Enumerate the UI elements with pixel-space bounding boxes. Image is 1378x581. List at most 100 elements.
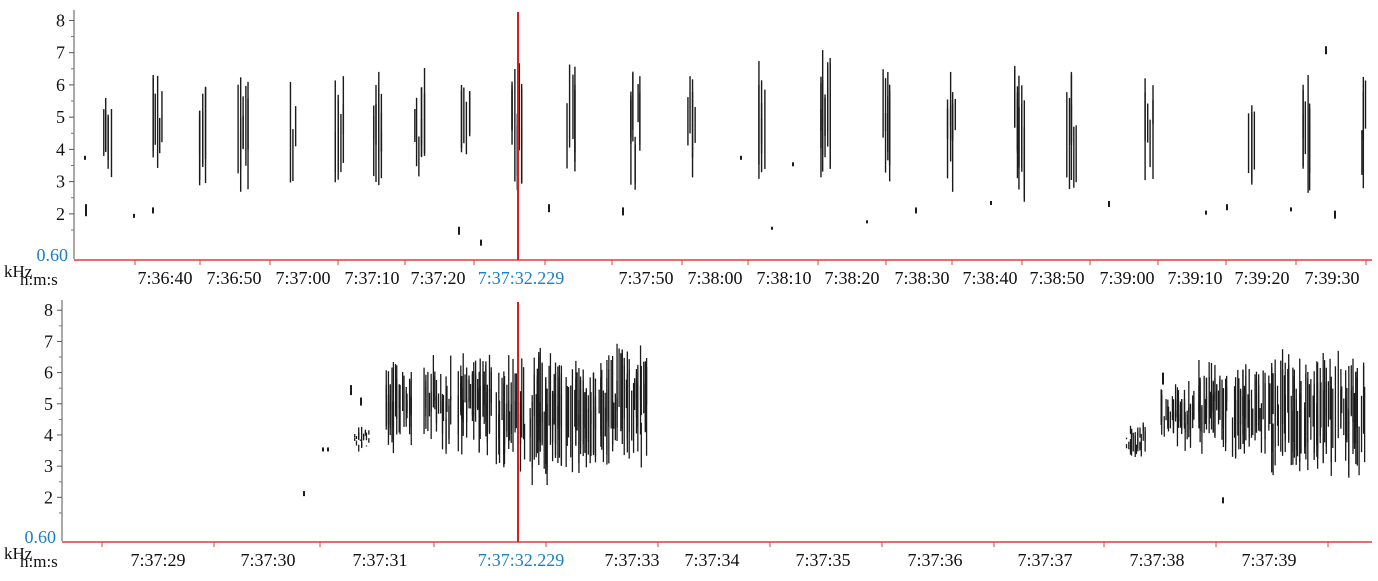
x-tick-label: 7:38:30 bbox=[894, 268, 949, 288]
y-tick-label: 5 bbox=[56, 107, 65, 127]
x-tick-label: 7:38:20 bbox=[824, 268, 879, 288]
x-tick-label: 7:37:37 bbox=[1017, 550, 1072, 570]
x-tick-label: 7:37:50 bbox=[618, 268, 673, 288]
x-tick-label: 7:39:20 bbox=[1234, 268, 1289, 288]
y-tick-label: 8 bbox=[56, 10, 65, 30]
x-tick-label: 7:39:30 bbox=[1304, 268, 1359, 288]
noise-speck bbox=[1290, 207, 1292, 212]
cursor-time-label: 7:37:32.229 bbox=[478, 268, 565, 288]
call-burst bbox=[373, 71, 383, 186]
y-tick-label: 2 bbox=[44, 487, 53, 507]
noise-speck bbox=[350, 385, 352, 396]
y-tick-label: 4 bbox=[44, 425, 53, 445]
noise-speck bbox=[771, 226, 773, 230]
x-tick-label: 7:37:20 bbox=[410, 268, 465, 288]
noise-speck bbox=[360, 397, 362, 406]
freq-unit-label: kHz bbox=[4, 544, 33, 563]
y-tick-label: 5 bbox=[44, 394, 53, 414]
x-tick-label: 7:37:00 bbox=[275, 268, 330, 288]
call-burst bbox=[758, 61, 766, 179]
x-tick-label: 7:37:29 bbox=[130, 550, 185, 570]
call-burst bbox=[152, 74, 163, 168]
y-tick-label: 3 bbox=[56, 172, 65, 192]
x-tick-label: 7:38:10 bbox=[756, 268, 811, 288]
noise-speck bbox=[327, 447, 329, 452]
call-burst bbox=[103, 97, 113, 178]
call-burst bbox=[354, 426, 370, 452]
detail-spectrogram[interactable]: 8 7 6 5 4 3 2 0.60 7:37:29 7:37:30 7:37:31 7:37:32.… bbox=[0, 292, 1378, 581]
call-burst bbox=[598, 343, 648, 468]
y-tick-label: 8 bbox=[44, 300, 53, 320]
call-burst bbox=[414, 67, 426, 177]
overview-spectrogram-panel[interactable]: 8 7 6 5 4 3 2 0.60 7:36:40 7:36:50 7:37:00 7:37:10 7… bbox=[0, 0, 1378, 290]
x-tick-label: 7:37:34 bbox=[684, 550, 739, 570]
call-burst bbox=[820, 50, 831, 178]
y-min-label: 0.60 bbox=[37, 245, 69, 265]
noise-speck bbox=[1226, 204, 1228, 211]
noise-speck bbox=[1222, 497, 1224, 504]
overview-spectrogram[interactable]: 8 7 6 5 4 3 2 0.60 7:36:40 7:36:50 7:37:00 7:37:10 7… bbox=[0, 0, 1378, 290]
call-burst bbox=[1014, 65, 1026, 202]
x-tick-label: 7:36:40 bbox=[137, 268, 192, 288]
call-burst bbox=[1144, 78, 1154, 181]
call-burst bbox=[1304, 352, 1337, 476]
noise-speck bbox=[1162, 372, 1164, 385]
call-burst bbox=[457, 353, 492, 456]
cursor-time-label: 7:37:32.229 bbox=[478, 550, 565, 570]
x-tick-label: 7:38:40 bbox=[962, 268, 1017, 288]
noise-speck bbox=[152, 207, 154, 214]
call-burst bbox=[1302, 75, 1311, 193]
noise-speck bbox=[1108, 200, 1110, 207]
call-burst bbox=[460, 84, 471, 155]
noise-speck bbox=[1334, 210, 1336, 219]
noise-speck bbox=[548, 204, 550, 213]
noise-speck bbox=[480, 239, 482, 246]
call-burst bbox=[423, 355, 452, 454]
y-tick-label: 7 bbox=[56, 43, 65, 63]
call-burst bbox=[289, 81, 297, 183]
time-unit-label: h:m:s bbox=[20, 552, 58, 571]
call-burst bbox=[511, 63, 523, 191]
noise-speck bbox=[915, 207, 917, 214]
call-burst bbox=[566, 64, 576, 172]
call-burst bbox=[1066, 71, 1077, 190]
noise-speck bbox=[792, 162, 794, 167]
call-burst bbox=[1361, 76, 1367, 189]
y-tick-label: 4 bbox=[56, 139, 65, 159]
x-tick-label: 7:37:10 bbox=[344, 268, 399, 288]
x-tick-label: 7:38:00 bbox=[687, 268, 742, 288]
x-tick-label: 7:38:50 bbox=[1029, 268, 1084, 288]
y-tick-label: 6 bbox=[44, 363, 53, 383]
y-tick-label: 2 bbox=[56, 204, 65, 224]
noise-speck bbox=[84, 155, 86, 160]
x-tick-label: 7:39:10 bbox=[1167, 268, 1222, 288]
call-burst bbox=[495, 355, 526, 473]
noise-speck bbox=[133, 213, 135, 218]
x-tick-label: 7:37:36 bbox=[907, 550, 962, 570]
call-burst bbox=[198, 86, 207, 186]
call-burst bbox=[1337, 350, 1366, 478]
y-tick-label: 6 bbox=[56, 75, 65, 95]
noise-speck bbox=[303, 491, 305, 497]
y-tick-label: 3 bbox=[44, 456, 53, 476]
x-tick-label: 7:36:50 bbox=[206, 268, 261, 288]
x-tick-label: 7:37:39 bbox=[1241, 550, 1296, 570]
call-burst bbox=[1160, 381, 1195, 451]
spectrogram-marks bbox=[84, 46, 1367, 246]
call-burst bbox=[882, 69, 891, 182]
call-burst bbox=[529, 347, 563, 486]
call-burst bbox=[1198, 360, 1228, 454]
call-burst bbox=[1247, 105, 1256, 185]
x-tick-label: 7:37:31 bbox=[352, 550, 407, 570]
detail-spectrogram-panel[interactable]: 8 7 6 5 4 3 2 0.60 7:37:29 7:37:30 7:37:31 7:37:32.… bbox=[0, 292, 1378, 581]
call-burst bbox=[334, 76, 345, 183]
x-tick-label: 7:37:38 bbox=[1129, 550, 1184, 570]
x-tick-label: 7:37:30 bbox=[240, 550, 295, 570]
noise-speck bbox=[85, 204, 87, 217]
x-tick-label: 7:39:00 bbox=[1099, 268, 1154, 288]
call-burst bbox=[565, 360, 597, 473]
noise-speck bbox=[866, 220, 868, 224]
noise-speck bbox=[1325, 46, 1327, 55]
noise-speck bbox=[458, 226, 460, 235]
call-burst bbox=[1125, 422, 1146, 458]
